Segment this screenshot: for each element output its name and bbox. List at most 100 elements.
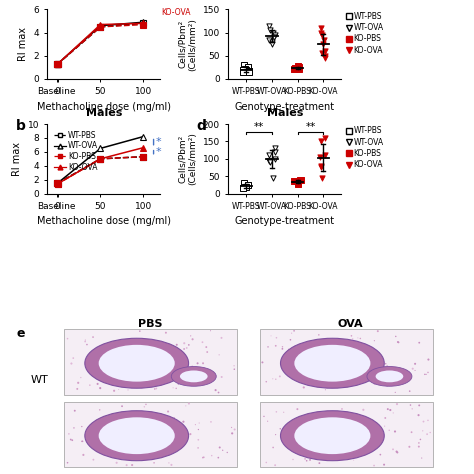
Point — [317, 29, 325, 36]
Point — [140, 351, 148, 359]
Point — [120, 373, 128, 380]
Y-axis label: Rl max: Rl max — [18, 27, 28, 61]
Text: OVA: OVA — [338, 319, 364, 329]
Point — [417, 436, 424, 443]
Point — [96, 371, 103, 379]
Point — [265, 36, 273, 43]
Point — [259, 359, 266, 366]
Point — [115, 386, 122, 393]
Point — [376, 451, 384, 458]
Point — [321, 417, 329, 424]
Point — [118, 402, 126, 410]
Point — [82, 336, 89, 344]
Point — [321, 152, 329, 159]
Point — [174, 380, 182, 388]
Point — [371, 337, 378, 345]
Point — [349, 335, 356, 343]
Point — [193, 371, 201, 378]
Point — [155, 411, 163, 419]
Point — [376, 374, 384, 382]
Point — [108, 414, 116, 421]
Point — [320, 36, 328, 43]
Point — [263, 378, 270, 385]
Point — [379, 363, 387, 370]
Point — [393, 401, 401, 408]
Point — [419, 418, 427, 425]
Point — [228, 429, 236, 437]
Point — [241, 65, 248, 73]
Point — [173, 354, 181, 362]
Point — [322, 47, 329, 55]
Point — [352, 340, 360, 348]
Point — [334, 371, 341, 378]
Title: Males: Males — [266, 108, 303, 118]
Point — [390, 409, 397, 417]
Point — [271, 155, 279, 163]
Point — [297, 364, 304, 371]
Text: d: d — [197, 118, 207, 133]
Point — [193, 364, 201, 372]
Point — [425, 356, 432, 364]
Point — [151, 385, 159, 393]
Point — [380, 461, 388, 468]
Point — [89, 366, 96, 374]
Point — [153, 448, 160, 456]
Point — [246, 68, 253, 76]
Point — [139, 415, 146, 422]
Point — [124, 373, 131, 381]
Point — [147, 416, 155, 423]
Text: WT: WT — [30, 374, 48, 384]
Point — [168, 461, 175, 469]
Point — [268, 40, 276, 48]
FancyBboxPatch shape — [260, 329, 433, 395]
Point — [189, 336, 196, 343]
Ellipse shape — [367, 366, 412, 386]
Point — [273, 408, 280, 416]
Point — [382, 414, 389, 422]
Point — [169, 384, 177, 392]
Title: Males: Males — [86, 108, 122, 118]
Point — [77, 374, 85, 382]
Point — [272, 375, 280, 383]
Y-axis label: Cells/Pbm²
(Cells/mm²): Cells/Pbm² (Cells/mm²) — [178, 18, 197, 71]
Point — [422, 371, 430, 378]
Point — [289, 365, 296, 372]
Point — [424, 417, 432, 424]
Point — [112, 433, 119, 440]
Point — [303, 457, 310, 465]
Point — [268, 38, 276, 46]
X-axis label: Methacholine dose (mg/ml): Methacholine dose (mg/ml) — [37, 217, 171, 227]
Point — [321, 134, 329, 142]
Ellipse shape — [294, 417, 370, 454]
Point — [301, 455, 309, 463]
Point — [296, 65, 303, 73]
Point — [107, 351, 114, 359]
Point — [140, 375, 147, 383]
Point — [328, 447, 336, 455]
Point — [133, 427, 141, 434]
Point — [68, 360, 75, 367]
Point — [291, 348, 299, 356]
Point — [185, 341, 192, 349]
Point — [415, 443, 423, 450]
Point — [163, 447, 171, 455]
Point — [411, 360, 419, 368]
Point — [354, 425, 362, 433]
Point — [131, 361, 138, 369]
Point — [366, 430, 374, 438]
Point — [162, 329, 170, 337]
Point — [100, 345, 108, 353]
Point — [131, 453, 138, 461]
Point — [317, 137, 325, 145]
Point — [103, 450, 110, 458]
Point — [391, 428, 399, 435]
Point — [371, 372, 378, 380]
Ellipse shape — [171, 366, 216, 386]
Point — [243, 183, 250, 191]
Point — [123, 351, 131, 358]
Point — [208, 452, 216, 459]
Point — [90, 456, 97, 464]
Point — [338, 405, 346, 413]
Point — [117, 449, 125, 456]
Point — [120, 376, 128, 384]
